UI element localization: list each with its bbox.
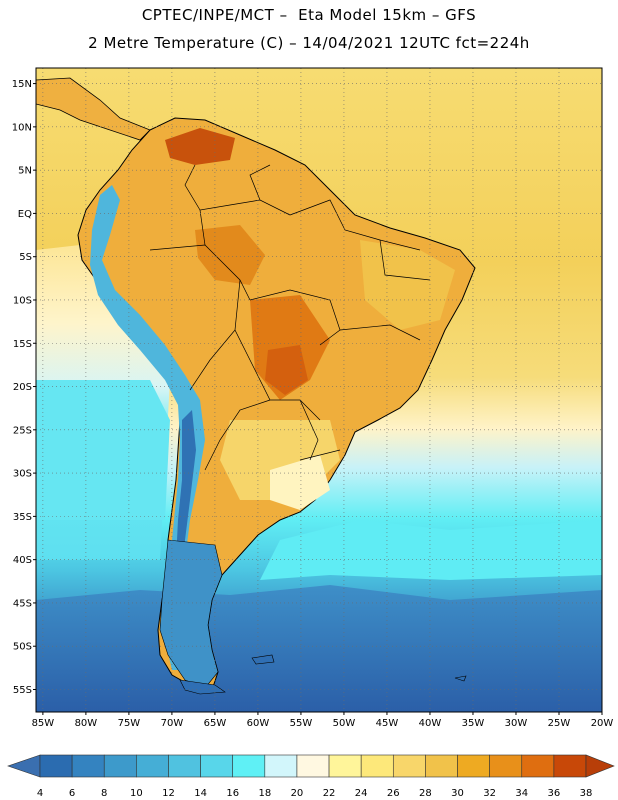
- colorbar-swatch: [232, 754, 266, 778]
- colorbar-swatch: [457, 754, 490, 778]
- colorbar-swatch: [489, 754, 523, 778]
- colorbar-swatch: [168, 754, 201, 778]
- southern-ocean: [36, 585, 602, 712]
- colorbar-label: 20: [291, 788, 304, 799]
- colorbar-swatch: [200, 754, 234, 778]
- colorbar-label: 8: [101, 788, 107, 799]
- lat-label: 55S: [13, 685, 32, 696]
- colorbar-label: 36: [548, 788, 561, 799]
- title-line-1: CPTEC/INPE/MCT – Eta Model 15km – GFS: [141, 6, 477, 24]
- lon-label: 55W: [290, 718, 313, 729]
- colorbar-label: 38: [580, 788, 593, 799]
- colorbar-label: 22: [323, 788, 336, 799]
- graticule: [36, 68, 602, 712]
- country-borders: [149, 164, 431, 471]
- colorbar: 4 6 8 10 12 14 16 18 20 22 24 26 28 30 32 34 36 38: [7, 754, 615, 799]
- colorbar-label: 4: [37, 788, 43, 799]
- mild-zone-uruguay: [270, 455, 330, 510]
- hot-zone-pantanal: [265, 345, 308, 395]
- central-america: [36, 77, 151, 141]
- lon-label: 30W: [505, 718, 528, 729]
- colorbar-label: 10: [130, 788, 143, 799]
- colorbar-swatch: [392, 754, 426, 778]
- hot-zone-amazon: [195, 225, 265, 285]
- colorbar-swatch: [71, 754, 105, 778]
- atlantic-cyan-band: [260, 520, 602, 580]
- lat-label: 10N: [12, 122, 32, 133]
- lon-label: 35W: [462, 718, 485, 729]
- colorbar-low-arrow: [7, 754, 41, 778]
- colorbar-swatch: [39, 754, 73, 778]
- hot-zone-venezuela: [165, 128, 235, 165]
- lat-label: 40S: [13, 555, 32, 566]
- andes-coldest: [176, 410, 196, 580]
- colorbar-swatch: [553, 754, 587, 778]
- colorbar-label: 26: [387, 788, 400, 799]
- lat-label: 20S: [13, 382, 32, 393]
- colorbar-label: 12: [162, 788, 175, 799]
- lat-label: 10S: [13, 295, 32, 306]
- colorbar-swatch: [103, 754, 137, 778]
- tierra-del-fuego: [179, 679, 226, 695]
- colorbar-swatch: [425, 754, 458, 778]
- colorbar-swatch: [296, 754, 330, 778]
- colorbar-high-arrow: [585, 754, 615, 778]
- colorbar-label: 16: [226, 788, 239, 799]
- lon-label: 45W: [376, 718, 399, 729]
- lat-label: 45S: [13, 598, 32, 609]
- lon-label: 80W: [75, 718, 98, 729]
- title-line-2: 2 Metre Temperature (C) – 14/04/2021 12U…: [88, 34, 530, 52]
- lat-label: 5S: [19, 252, 32, 263]
- lon-label: 85W: [32, 718, 55, 729]
- lon-label: 70W: [161, 718, 184, 729]
- lon-label: 40W: [419, 718, 442, 729]
- colorbar-swatch: [136, 754, 169, 778]
- lon-label: 25W: [548, 718, 571, 729]
- colorbar-label: 14: [194, 788, 207, 799]
- warm-zone-east: [360, 240, 455, 330]
- lon-label: 20W: [591, 718, 614, 729]
- lon-label: 75W: [118, 718, 141, 729]
- lat-label: 15N: [12, 79, 32, 90]
- lat-label: 15S: [13, 339, 32, 350]
- lat-label: EQ: [18, 209, 32, 220]
- colorbar-label: 34: [515, 788, 528, 799]
- lat-label: 5N: [18, 166, 32, 177]
- lat-label: 30S: [13, 469, 32, 480]
- colorbar-swatch: [360, 754, 394, 778]
- lon-label: 60W: [247, 718, 270, 729]
- lat-label: 25S: [13, 425, 32, 436]
- colorbar-label: 32: [483, 788, 496, 799]
- longitude-labels: 85W 80W 75W 70W 65W 60W 55W 50W 45W 40W 35W 30W 25W 2…: [32, 712, 614, 729]
- map-frame: [35, 67, 603, 713]
- colorbar-label: 24: [355, 788, 368, 799]
- colorbar-label: 18: [258, 788, 271, 799]
- lat-label: 35S: [13, 512, 32, 523]
- colorbar-label: 6: [69, 788, 75, 799]
- lon-label: 50W: [333, 718, 356, 729]
- lon-label: 65W: [204, 718, 227, 729]
- colorbar-swatch: [264, 754, 298, 778]
- latitude-labels: 15N 10N 5N EQ 5S 10S 15S 20S 25S 30S 35S 40S 45S 50S 5…: [12, 79, 36, 696]
- colorbar-swatch: [328, 754, 362, 778]
- falkland-islands: [251, 654, 275, 665]
- colorbar-swatch: [521, 754, 555, 778]
- colorbar-label: 30: [451, 788, 464, 799]
- patagonia-land: [159, 539, 223, 689]
- lat-label: 50S: [13, 642, 32, 653]
- south-georgia: [454, 675, 467, 682]
- colorbar-label: 28: [419, 788, 432, 799]
- pacific-cyan: [36, 380, 170, 520]
